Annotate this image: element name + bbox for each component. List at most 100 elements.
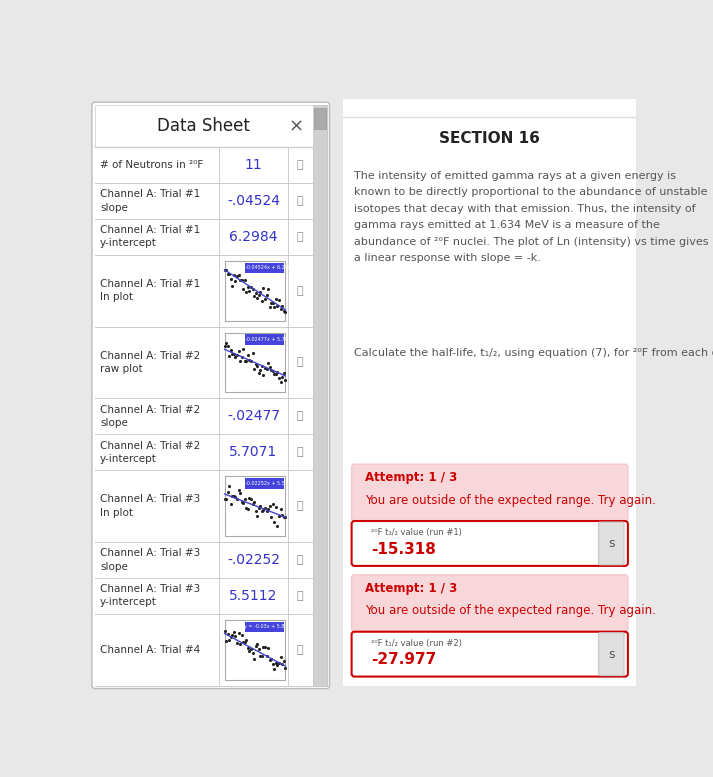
Point — [231, 493, 242, 505]
Text: -27.977: -27.977 — [371, 653, 436, 667]
Point — [275, 303, 287, 315]
Point — [267, 498, 279, 510]
Text: 📋: 📋 — [297, 196, 304, 206]
Point — [231, 270, 242, 283]
Point — [250, 505, 262, 517]
Point — [279, 374, 291, 386]
FancyBboxPatch shape — [352, 575, 628, 632]
Point — [225, 274, 237, 286]
Point — [265, 511, 277, 524]
Point — [248, 290, 260, 302]
Point — [242, 503, 254, 515]
Point — [272, 299, 283, 312]
Text: You are outside of the expected range. Try again.: You are outside of the expected range. T… — [366, 605, 656, 617]
Point — [227, 629, 238, 642]
Text: SECTION 16: SECTION 16 — [439, 131, 540, 145]
Text: 5.5112: 5.5112 — [230, 589, 277, 603]
Point — [231, 636, 242, 649]
Point — [223, 350, 235, 362]
Point — [235, 486, 246, 499]
Point — [236, 496, 247, 508]
Point — [262, 642, 274, 654]
Point — [219, 340, 230, 352]
Point — [219, 625, 230, 637]
Point — [275, 503, 287, 515]
Point — [258, 282, 270, 294]
Point — [240, 501, 252, 514]
Point — [261, 505, 272, 517]
Point — [261, 288, 272, 301]
Text: s: s — [608, 648, 615, 660]
Point — [256, 295, 267, 308]
Point — [269, 368, 280, 380]
Point — [267, 297, 279, 309]
Point — [252, 291, 263, 304]
Point — [244, 492, 255, 504]
Point — [253, 643, 265, 655]
Point — [279, 305, 291, 318]
Text: Channel A: Trial #3
slope: Channel A: Trial #3 slope — [100, 549, 200, 572]
Text: The intensity of emitted gamma rays at a given energy is known to be directly pr: The intensity of emitted gamma rays at a… — [354, 171, 709, 263]
FancyBboxPatch shape — [344, 99, 636, 685]
Point — [255, 650, 266, 662]
Text: 6.2984: 6.2984 — [230, 230, 278, 244]
Point — [264, 361, 275, 374]
Point — [233, 627, 245, 639]
Point — [237, 497, 249, 510]
Text: Attempt: 1 / 3: Attempt: 1 / 3 — [366, 472, 458, 484]
Point — [239, 493, 250, 505]
Point — [236, 629, 247, 641]
Point — [230, 629, 241, 642]
Point — [258, 368, 270, 381]
Point — [244, 645, 255, 657]
Point — [252, 510, 263, 522]
Point — [269, 663, 280, 675]
Point — [273, 294, 284, 306]
Point — [262, 503, 274, 515]
Point — [273, 657, 284, 669]
Point — [237, 282, 249, 294]
Point — [242, 642, 254, 654]
Text: 📋: 📋 — [297, 591, 304, 601]
Point — [222, 340, 233, 353]
Point — [247, 498, 258, 510]
Text: 5.7071: 5.7071 — [230, 445, 277, 459]
Point — [277, 300, 288, 312]
Point — [275, 375, 287, 388]
Point — [250, 639, 262, 652]
Text: Channel A: Trial #3
In plot: Channel A: Trial #3 In plot — [100, 494, 200, 517]
Text: -.02477: -.02477 — [227, 409, 280, 423]
Point — [225, 630, 237, 643]
Point — [277, 371, 288, 383]
Point — [256, 360, 267, 372]
Point — [233, 269, 245, 281]
Point — [236, 274, 247, 286]
Point — [255, 286, 266, 298]
Point — [230, 351, 241, 364]
Point — [265, 297, 277, 309]
Point — [275, 651, 287, 664]
Point — [253, 367, 265, 379]
Point — [264, 500, 275, 512]
Point — [240, 286, 252, 298]
Point — [248, 653, 260, 665]
FancyBboxPatch shape — [599, 633, 624, 675]
Text: ²⁰F t₁/₂ value (run #1): ²⁰F t₁/₂ value (run #1) — [371, 528, 462, 538]
Point — [245, 643, 257, 655]
Point — [267, 364, 279, 377]
FancyBboxPatch shape — [225, 476, 285, 536]
Point — [278, 655, 289, 667]
Text: 📋: 📋 — [297, 501, 304, 511]
Text: Channel A: Trial #1
In plot: Channel A: Trial #1 In plot — [100, 279, 200, 302]
Point — [272, 520, 283, 532]
Point — [222, 486, 233, 498]
Point — [256, 650, 267, 662]
Point — [228, 490, 240, 502]
Point — [278, 367, 289, 379]
Text: y = -0.04524x + 6.2984: y = -0.04524x + 6.2984 — [235, 266, 294, 270]
Point — [248, 496, 260, 508]
FancyBboxPatch shape — [599, 522, 624, 565]
Point — [252, 638, 263, 650]
Point — [261, 363, 272, 375]
Point — [237, 343, 249, 355]
